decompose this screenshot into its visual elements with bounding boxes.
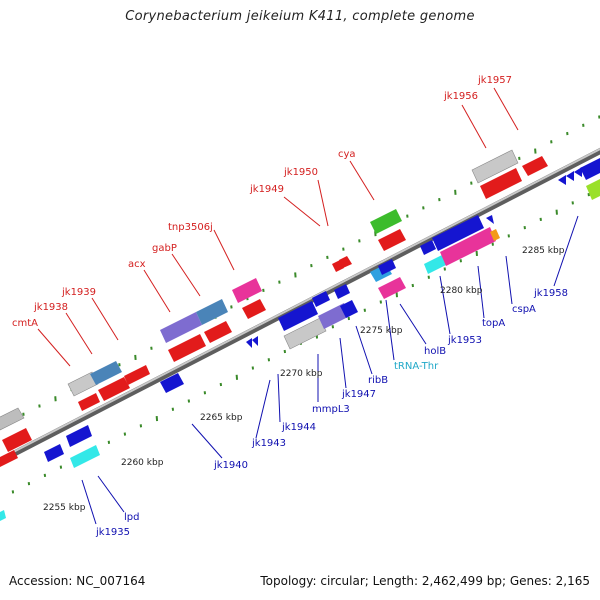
gene-label[interactable]: jk1944 — [281, 422, 316, 433]
genome-summary-text: Topology: circular; Length: 2,462,499 bp… — [260, 574, 590, 588]
gene-feature[interactable] — [440, 227, 496, 266]
bp-label: 2260 kbp — [121, 458, 164, 468]
bp-label: 2275 kbp — [360, 326, 403, 336]
gene-label[interactable]: jk1956 — [443, 91, 478, 102]
gene-feature[interactable] — [98, 377, 130, 401]
gene-feature[interactable] — [160, 373, 184, 393]
bp-label: 2265 kbp — [200, 413, 243, 423]
gene-feature[interactable] — [312, 291, 330, 307]
gene-label[interactable]: jk1939 — [61, 287, 96, 298]
gene-feature[interactable] — [424, 254, 448, 274]
gene-label[interactable]: jk1957 — [477, 75, 512, 86]
gene-label[interactable]: jk1953 — [447, 335, 482, 346]
gene-label[interactable]: tRNA-Thr — [394, 361, 439, 372]
gene-label[interactable]: acx — [128, 259, 146, 270]
gene-feature[interactable] — [378, 229, 406, 251]
page-title: Corynebacterium jeikeium K411, complete … — [125, 9, 475, 24]
gene-feature[interactable] — [2, 428, 32, 452]
gene-label[interactable]: gabP — [152, 243, 177, 254]
gene-feature[interactable] — [252, 336, 258, 346]
gene-feature[interactable] — [78, 393, 100, 411]
bottom-gene-labels: jk1935 lpd jk1940 jk1943 jk1944 mmpL3 jk… — [95, 288, 568, 538]
gene-feature[interactable] — [278, 301, 318, 331]
gene-feature[interactable] — [124, 365, 150, 385]
gene-feature[interactable] — [334, 284, 350, 299]
gene-feature[interactable] — [44, 444, 64, 462]
gene-label[interactable]: jk1935 — [95, 527, 130, 538]
gene-feature[interactable] — [70, 445, 100, 468]
gene-feature[interactable] — [242, 299, 266, 319]
gene-label[interactable]: ribB — [368, 375, 388, 386]
gene-feature[interactable] — [232, 278, 262, 303]
gene-label[interactable]: lpd — [124, 512, 139, 523]
gene-label[interactable]: jk1943 — [251, 438, 286, 449]
gene-feature[interactable] — [486, 215, 494, 224]
gene-feature[interactable] — [0, 510, 6, 522]
gene-feature[interactable] — [522, 156, 548, 176]
gene-feature[interactable] — [340, 300, 358, 318]
gene-label[interactable]: topA — [482, 318, 505, 329]
reverse-genes — [0, 158, 600, 522]
gene-feature[interactable] — [378, 259, 396, 275]
gene-feature[interactable] — [378, 277, 406, 299]
gene-label[interactable]: cmtA — [12, 318, 38, 329]
gene-feature[interactable] — [432, 215, 484, 251]
gene-feature[interactable] — [90, 361, 122, 385]
gene-feature[interactable] — [168, 334, 206, 362]
bp-label: 2255 kbp — [43, 503, 86, 513]
gene-label[interactable]: jk1950 — [283, 167, 318, 178]
genome-backbone — [0, 147, 600, 465]
gene-label[interactable]: jk1947 — [341, 389, 376, 400]
gene-feature[interactable] — [490, 229, 500, 241]
gene-feature[interactable] — [0, 450, 18, 468]
gene-feature[interactable] — [558, 175, 566, 185]
gene-feature[interactable] — [66, 425, 92, 447]
top-label-leaders — [37, 87, 519, 367]
gene-label[interactable]: jk1949 — [249, 184, 284, 195]
gene-label[interactable]: mmpL3 — [312, 404, 350, 415]
bp-label: 2270 kbp — [280, 369, 323, 379]
gene-feature[interactable] — [574, 167, 582, 177]
bp-scale-labels: 2255 kbp 2260 kbp 2265 kbp 2270 kbp 2275… — [43, 246, 565, 513]
bp-label: 2285 kbp — [522, 246, 565, 256]
bottom-label-leaders — [81, 215, 579, 525]
gene-feature[interactable] — [246, 338, 252, 348]
gene-feature[interactable] — [0, 407, 25, 431]
gene-feature[interactable] — [204, 321, 232, 343]
gene-feature[interactable] — [480, 168, 522, 199]
gene-label[interactable]: jk1938 — [33, 302, 68, 313]
accession-text: Accession: NC_007164 — [9, 574, 146, 588]
gene-feature[interactable] — [339, 256, 352, 268]
gene-label[interactable]: tnp3506j — [168, 222, 213, 233]
gene-feature[interactable] — [160, 312, 202, 343]
gene-feature[interactable] — [196, 299, 228, 325]
gene-feature[interactable] — [566, 171, 574, 181]
gene-label[interactable]: holB — [424, 346, 446, 357]
gene-label[interactable]: cspA — [512, 304, 536, 315]
top-gene-labels: cmtA jk1938 jk1939 acx gabP tnp3506j jk1… — [12, 75, 512, 329]
gene-feature[interactable] — [586, 176, 600, 200]
gene-label[interactable]: jk1940 — [213, 460, 248, 471]
gene-label[interactable]: jk1958 — [533, 288, 568, 299]
bp-label: 2280 kbp — [440, 286, 483, 296]
gene-label[interactable]: cya — [338, 149, 356, 160]
forward-genes — [0, 149, 548, 452]
gene-feature[interactable] — [283, 317, 327, 350]
gene-feature[interactable] — [471, 149, 519, 184]
gene-feature[interactable] — [370, 209, 402, 234]
gene-feature[interactable] — [420, 240, 436, 255]
gene-feature[interactable] — [580, 158, 600, 180]
